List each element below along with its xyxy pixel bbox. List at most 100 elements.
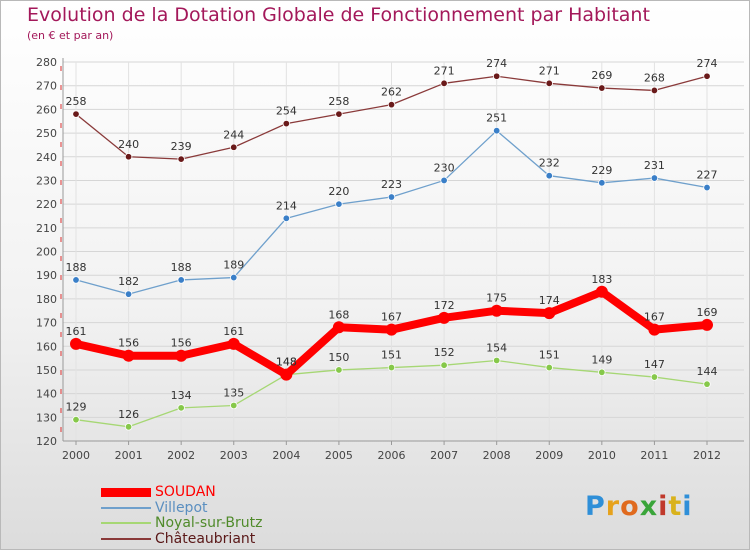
- data-label: 214: [276, 199, 297, 212]
- data-point: [492, 126, 501, 135]
- data-label: 156: [171, 337, 192, 350]
- data-point: [650, 174, 659, 182]
- data-point: [72, 415, 80, 424]
- data-label: 274: [697, 57, 718, 70]
- y-tick-label: 180: [36, 293, 57, 306]
- data-label: 129: [66, 401, 87, 414]
- data-point: [280, 368, 293, 381]
- data-label: 188: [66, 261, 87, 274]
- x-tick-label: 2009: [535, 449, 563, 462]
- data-point: [440, 79, 448, 88]
- data-point: [598, 179, 606, 187]
- data-point: [387, 193, 396, 201]
- data-point: [177, 155, 185, 163]
- data-label: 240: [118, 138, 139, 151]
- data-label: 169: [697, 306, 718, 319]
- data-point: [175, 349, 188, 362]
- data-label: 239: [171, 140, 192, 153]
- data-point: [385, 323, 398, 336]
- data-label: 188: [171, 261, 192, 274]
- data-point: [72, 110, 80, 118]
- data-label: 156: [118, 337, 139, 350]
- y-tick-label: 160: [36, 340, 57, 353]
- data-label: 269: [591, 69, 612, 82]
- data-point: [335, 366, 343, 374]
- x-tick-label: 2007: [430, 449, 458, 462]
- data-label: 254: [276, 105, 297, 118]
- data-point: [70, 337, 82, 350]
- data-point: [282, 119, 291, 128]
- y-tick-label: 140: [36, 388, 57, 401]
- x-tick-label: 2008: [483, 449, 511, 462]
- legend-swatch: [101, 487, 151, 497]
- x-tick-label: 2001: [115, 449, 143, 462]
- data-label: 220: [328, 185, 349, 198]
- data-label: 167: [644, 311, 665, 324]
- y-tick-label: 150: [36, 364, 57, 377]
- logo-letter: t: [668, 491, 683, 522]
- data-point: [650, 86, 659, 95]
- y-tick-label: 210: [36, 222, 57, 235]
- x-tick-label: 2011: [640, 449, 668, 462]
- data-point: [703, 380, 711, 388]
- x-tick-label: 2002: [167, 449, 195, 462]
- legend-swatch: [101, 537, 151, 540]
- data-point: [230, 273, 238, 282]
- data-label: 231: [644, 159, 665, 172]
- data-point: [492, 356, 501, 365]
- legend-swatch: [101, 506, 151, 509]
- x-tick-label: 2003: [220, 449, 248, 462]
- data-point: [703, 183, 711, 192]
- y-tick-label: 120: [36, 435, 57, 448]
- data-label: 149: [591, 353, 612, 366]
- data-label: 229: [591, 164, 612, 177]
- y-tick-label: 190: [36, 269, 57, 282]
- legend-item: Noyal-sur-Brutz: [101, 516, 263, 532]
- y-tick-label: 170: [36, 317, 57, 330]
- y-tick-label: 240: [36, 151, 57, 164]
- chart-title: Evolution de la Dotation Globale de Fonc…: [27, 4, 650, 26]
- data-point: [387, 363, 396, 372]
- x-tick-label: 2000: [62, 449, 90, 462]
- data-point: [124, 153, 133, 161]
- legend-label: Villepot: [155, 499, 208, 516]
- legend-swatch: [101, 522, 151, 524]
- data-point: [177, 404, 185, 412]
- y-tick-label: 200: [36, 246, 57, 259]
- data-label: 148: [276, 356, 297, 369]
- data-label: 126: [118, 408, 139, 421]
- data-point: [440, 176, 448, 185]
- data-point: [598, 368, 606, 377]
- data-point: [440, 361, 448, 369]
- legend-item: SOUDAN: [101, 485, 263, 501]
- y-tick-label: 280: [36, 56, 57, 69]
- y-tick-label: 230: [36, 174, 57, 187]
- legend-item: Châteaubriant: [101, 531, 263, 548]
- data-point: [648, 323, 661, 336]
- x-tick-label: 2010: [588, 449, 616, 462]
- data-label: 151: [539, 349, 560, 362]
- data-label: 150: [328, 351, 349, 364]
- data-label: 161: [66, 325, 87, 338]
- data-point: [650, 373, 659, 381]
- data-point: [545, 171, 553, 180]
- data-label: 167: [381, 311, 402, 324]
- data-label: 174: [539, 294, 560, 307]
- data-label: 189: [223, 259, 244, 272]
- logo-letter: i: [682, 491, 693, 522]
- data-label: 227: [697, 169, 718, 182]
- data-label: 271: [539, 64, 560, 77]
- data-point: [438, 311, 451, 324]
- data-point: [545, 363, 553, 372]
- data-point: [490, 304, 503, 317]
- data-point: [387, 100, 396, 109]
- data-point: [230, 401, 238, 410]
- data-point: [598, 84, 606, 92]
- data-label: 135: [223, 386, 244, 399]
- legend-item: Villepot: [101, 499, 263, 517]
- legend-label: SOUDAN: [155, 484, 216, 500]
- data-label: 271: [434, 64, 455, 77]
- data-label: 262: [381, 86, 402, 99]
- logo-letter: r: [605, 491, 621, 522]
